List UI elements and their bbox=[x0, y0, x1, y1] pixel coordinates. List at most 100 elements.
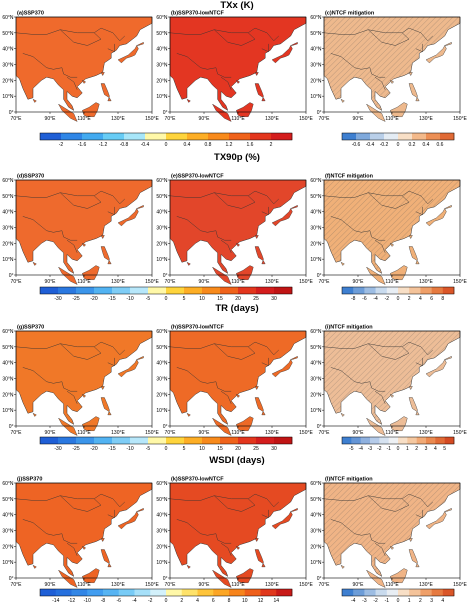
lon-tick-label: 150°E bbox=[145, 279, 159, 285]
panel-label: (h)SSP370-lowNTCF bbox=[171, 325, 225, 331]
map-island bbox=[254, 386, 259, 391]
country-border bbox=[15, 27, 125, 42]
colorbar-swatch bbox=[342, 133, 357, 140]
colorbar-swatch bbox=[360, 437, 371, 444]
colorbar-swatch bbox=[342, 437, 352, 444]
lat-tick-label: 0° bbox=[9, 424, 14, 430]
country-border bbox=[415, 357, 423, 367]
colorbar-swatch bbox=[238, 287, 257, 294]
colorbar-tick-label: 0.2 bbox=[409, 142, 416, 148]
row-title: TR (days) bbox=[215, 303, 258, 314]
country-border bbox=[415, 509, 423, 519]
map-island bbox=[290, 507, 298, 512]
colorbar-tick-label: -20 bbox=[90, 296, 97, 302]
colorbar-swatch bbox=[256, 437, 275, 444]
lat-tick-label: 30°N bbox=[2, 529, 14, 535]
colorbar-swatch bbox=[370, 437, 380, 444]
country-border bbox=[323, 190, 433, 205]
colorbar-swatch bbox=[256, 287, 275, 294]
map-island bbox=[271, 359, 293, 378]
lon-tick-label: 130°E bbox=[111, 116, 125, 122]
country-border bbox=[214, 29, 256, 46]
colorbar-tick-label: 8 bbox=[228, 598, 231, 604]
lat-tick-label: 40°N bbox=[156, 361, 168, 367]
map-island bbox=[211, 103, 232, 122]
map-island bbox=[390, 568, 408, 583]
colorbar-tick-label: 3 bbox=[430, 598, 433, 604]
lat-tick-label: 50°N bbox=[156, 31, 168, 37]
lat-tick-label: 30°N bbox=[2, 63, 14, 69]
colorbar-tick-label: -3 bbox=[362, 598, 367, 604]
colorbar-swatch bbox=[409, 589, 421, 596]
lon-tick-label: 90°E bbox=[353, 279, 365, 285]
colorbar-tick-label: -6 bbox=[362, 296, 367, 302]
colorbar-tick-label: 0 bbox=[165, 142, 168, 148]
lat-tick-label: 0° bbox=[317, 273, 322, 279]
colorbar-swatch bbox=[94, 287, 113, 294]
lat-tick-label: 20°N bbox=[2, 241, 14, 247]
colorbar-swatch bbox=[40, 133, 62, 140]
colorbar-frame bbox=[341, 132, 455, 141]
colorbar-tick-label: 5 bbox=[443, 446, 446, 452]
lon-tick-label: 150°E bbox=[453, 430, 467, 436]
colorbar-swatch bbox=[444, 437, 455, 444]
map-island bbox=[117, 359, 139, 378]
lat-tick-label: 50°N bbox=[2, 497, 14, 503]
panel-label: (e)SSP370-lowNTCF bbox=[171, 174, 224, 180]
lon-tick-label: 110°E bbox=[77, 430, 91, 436]
lon-tick-label: 130°E bbox=[265, 279, 279, 285]
lat-tick-label: 40°N bbox=[156, 210, 168, 216]
colorbar-tick-label: -15 bbox=[108, 446, 115, 452]
colorbar-tick-label: -10 bbox=[126, 446, 133, 452]
colorbar-swatch bbox=[148, 437, 167, 444]
map-island bbox=[408, 246, 420, 265]
panel-label: (i)NTCF mitigation bbox=[325, 325, 373, 331]
colorbar-swatch bbox=[71, 589, 88, 596]
colorbar-swatch bbox=[166, 133, 188, 140]
colorbar-swatch bbox=[55, 589, 72, 596]
colorbar-tick-label: 25 bbox=[253, 446, 259, 452]
colorbar-swatch bbox=[58, 437, 77, 444]
lon-tick-label: 70°E bbox=[319, 582, 331, 588]
country-border bbox=[169, 27, 279, 42]
lat-tick-label: 40°N bbox=[2, 361, 14, 367]
lat-tick-label: 10°N bbox=[156, 94, 168, 100]
colorbar-swatch bbox=[398, 287, 410, 294]
country-border bbox=[15, 493, 125, 508]
colorbar-tick-label: -30 bbox=[54, 296, 61, 302]
lon-tick-label: 90°E bbox=[199, 279, 211, 285]
colorbar-tick-label: 30 bbox=[271, 446, 277, 452]
map-panel: 60°N 50°N 40°N 30°N 20°N 10°N 0°70°E 90°E 110°E 1… bbox=[310, 477, 467, 589]
colorbar-tick-label: -5 bbox=[146, 296, 151, 302]
country-border bbox=[66, 77, 78, 90]
lat-tick-label: 50°N bbox=[2, 31, 14, 37]
map-island bbox=[254, 246, 266, 265]
map-island bbox=[444, 204, 452, 209]
colorbar-tick-label: 20 bbox=[235, 446, 241, 452]
panel-label: (b)SSP370-lowNTCF bbox=[171, 11, 225, 17]
map-island bbox=[117, 208, 139, 227]
lon-tick-label: 70°E bbox=[11, 582, 23, 588]
colorbar-tick-label: -2 bbox=[373, 598, 378, 604]
lat-tick-label: 40°N bbox=[2, 210, 14, 216]
lat-tick-label: 10°N bbox=[156, 408, 168, 414]
lat-tick-label: 60°N bbox=[2, 481, 14, 487]
country-border bbox=[107, 509, 115, 519]
lon-tick-label: 110°E bbox=[231, 116, 245, 122]
colorbar-swatch bbox=[364, 287, 376, 294]
map-panel: 60°N 50°N 40°N 30°N 20°N 10°N 0°70°E 90°E 110°E 1… bbox=[156, 174, 313, 286]
lat-tick-label: 0° bbox=[9, 110, 14, 116]
map-island bbox=[211, 266, 232, 285]
lon-tick-label: 110°E bbox=[385, 582, 399, 588]
lat-tick-label: 50°N bbox=[310, 31, 322, 37]
colorbar-tick-label: -1.2 bbox=[99, 142, 108, 148]
country-border bbox=[169, 341, 279, 356]
colorbar-tick-label: -14 bbox=[52, 598, 59, 604]
lat-tick-label: 60°N bbox=[156, 178, 168, 184]
lon-tick-label: 110°E bbox=[231, 582, 245, 588]
colorbar-swatch bbox=[130, 287, 149, 294]
colorbar-frame bbox=[39, 588, 293, 597]
map-island bbox=[365, 417, 386, 436]
lat-tick-label: 60°N bbox=[156, 329, 168, 335]
lat-tick-label: 10°N bbox=[310, 560, 322, 566]
